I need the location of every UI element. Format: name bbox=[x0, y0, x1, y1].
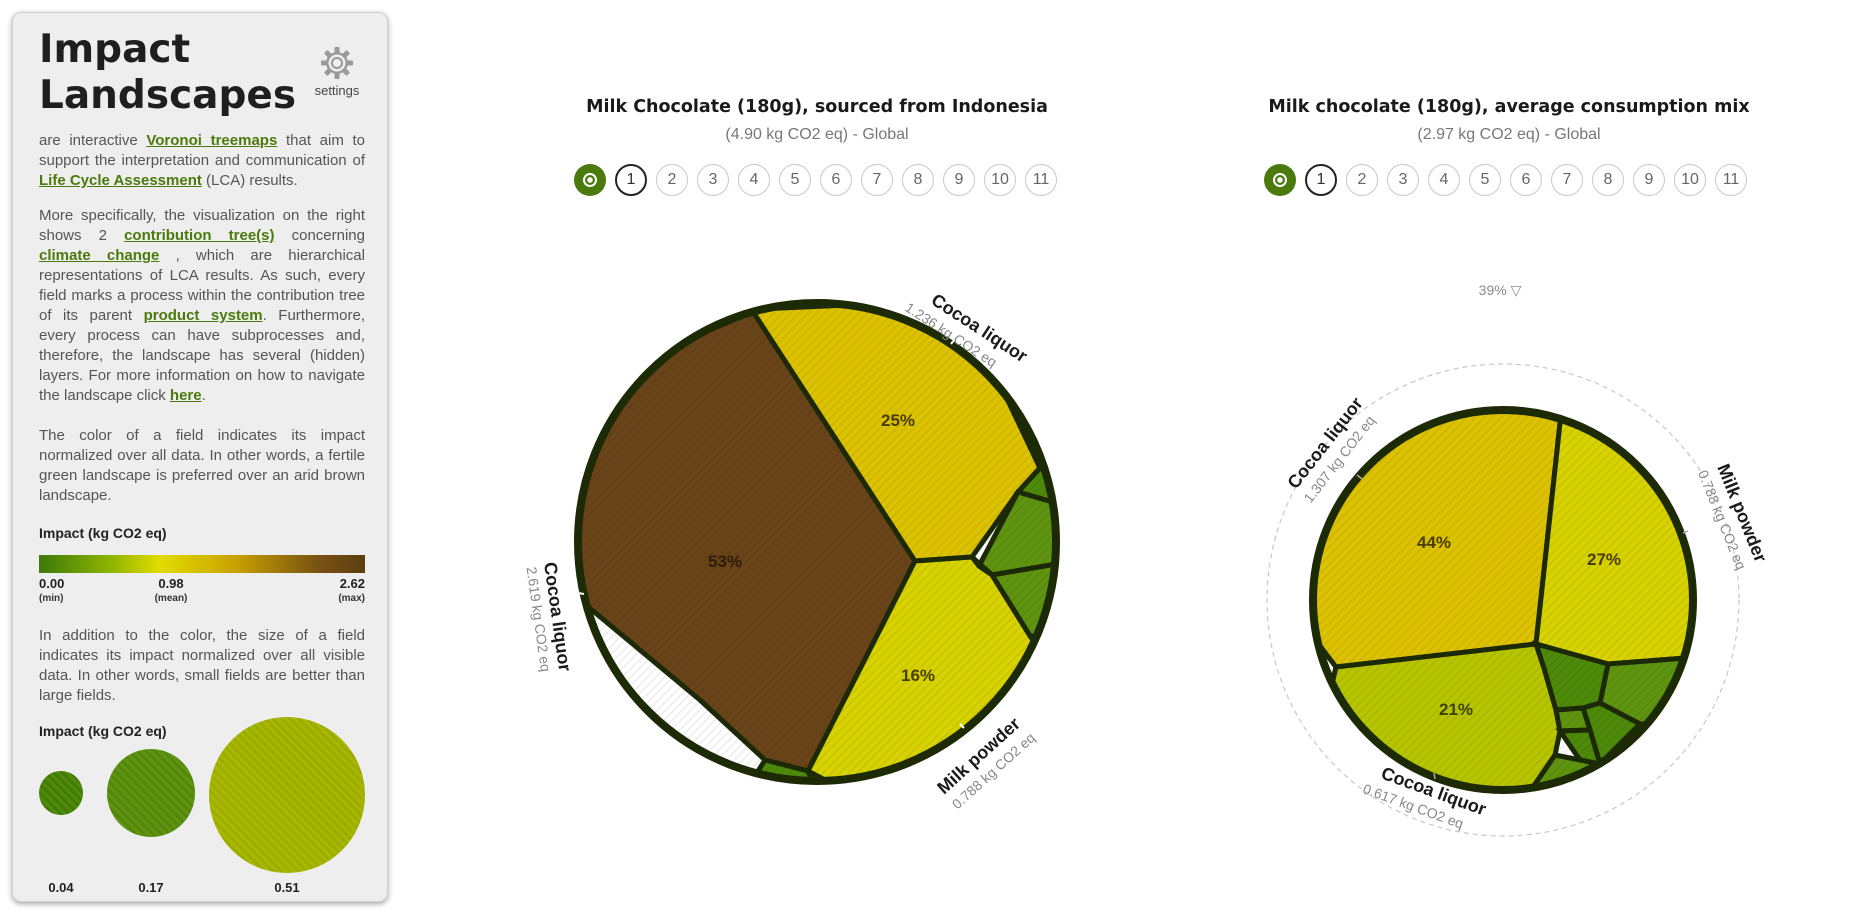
chart2-subtitle: (2.97 kg CO2 eq) - Global bbox=[1417, 126, 1601, 143]
chart2-step-11[interactable]: 11 bbox=[1715, 164, 1747, 196]
color-paragraph: The color of a field indicates its impac… bbox=[39, 427, 365, 504]
color-scale-bar bbox=[39, 555, 365, 573]
climate-change-link[interactable]: climate change bbox=[39, 247, 160, 264]
chart1-step-6[interactable]: 6 bbox=[820, 164, 852, 196]
size-legend-circle-medium bbox=[107, 749, 195, 837]
size-paragraph: In addition to the color, the size of a … bbox=[39, 627, 365, 704]
chart2-step-5[interactable]: 5 bbox=[1469, 164, 1501, 196]
chart1-tick-cocoa-mid bbox=[950, 338, 956, 345]
settings-label: settings bbox=[314, 83, 360, 98]
color-legend-min: 0.00 (min) bbox=[39, 576, 64, 606]
chart1-step-2[interactable]: 2 bbox=[656, 164, 688, 196]
max-label: (max) bbox=[338, 593, 365, 604]
contribution-tree-link[interactable]: contribution tree(s) bbox=[124, 227, 275, 244]
size-legend-circle-large bbox=[209, 717, 365, 873]
chart1-title: Milk Chocolate (180g), sourced from Indo… bbox=[586, 97, 1048, 117]
details-text-1: More specifically, the visualization on … bbox=[39, 207, 365, 244]
mean-label: (mean) bbox=[154, 593, 188, 604]
chart2-step-6[interactable]: 6 bbox=[1510, 164, 1542, 196]
chart1-step-8[interactable]: 8 bbox=[902, 164, 934, 196]
chart1-treemap bbox=[578, 303, 1056, 781]
chart1-percent-cocoa-large: 53% bbox=[708, 552, 742, 571]
chart1-subtitle: (4.90 kg CO2 eq) - Global bbox=[725, 126, 909, 143]
intro-paragraph: are interactive Voronoi treemaps that ai… bbox=[39, 131, 365, 191]
chart2-percent-cocoa-large: 44% bbox=[1417, 533, 1451, 552]
chart1-step-5[interactable]: 5 bbox=[779, 164, 811, 196]
max-value: 2.62 bbox=[339, 576, 365, 591]
details-paragraph: More specifically, the visualization on … bbox=[39, 206, 365, 406]
chart2-step-2[interactable]: 2 bbox=[1346, 164, 1378, 196]
size-legend-circle-small bbox=[39, 771, 83, 815]
chart2-outer-label-milk: Milk powder 0.788 kg CO2 eq bbox=[1695, 461, 1771, 572]
details-text-3: , which are hierarchical representations… bbox=[39, 247, 365, 324]
size-legend-header: Impact (kg CO2 eq) bbox=[39, 723, 167, 739]
chart2-step-8[interactable]: 8 bbox=[1592, 164, 1624, 196]
chart2-tick-cocoa-small bbox=[1433, 772, 1436, 780]
intro-text-2: that aim to support the interpretation a… bbox=[39, 132, 365, 169]
chart2-tick-cocoa-large bbox=[1356, 474, 1363, 480]
chart2-level-stepper: 1 2 3 4 5 6 7 8 9 10 11 bbox=[1264, 164, 1747, 200]
chart2-step-9[interactable]: 9 bbox=[1633, 164, 1665, 196]
chart2-scale-label[interactable]: 39% ▽ bbox=[1479, 282, 1522, 298]
chart1-percent-cocoa-mid: 25% bbox=[881, 411, 915, 430]
chart1-hatch-overlay bbox=[578, 303, 1056, 781]
chart1-step-9[interactable]: 9 bbox=[943, 164, 975, 196]
gear-icon bbox=[321, 47, 353, 79]
size-legend-value-medium: 0.17 bbox=[138, 880, 164, 895]
chart2-hatch-overlay bbox=[1313, 410, 1693, 790]
chart2-percent-milk: 27% bbox=[1587, 550, 1621, 569]
chart2-step-3[interactable]: 3 bbox=[1387, 164, 1419, 196]
chart2-step-7[interactable]: 7 bbox=[1551, 164, 1583, 196]
chart2-outline bbox=[1309, 406, 1697, 794]
chart1-percent-milk: 16% bbox=[901, 666, 935, 685]
details-text-5: . bbox=[201, 387, 206, 404]
size-legend-value-small: 0.04 bbox=[48, 880, 74, 895]
color-legend-mean: 0.98 (mean) bbox=[141, 576, 201, 606]
settings-button[interactable]: settings bbox=[305, 45, 369, 111]
chart2-step-10[interactable]: 10 bbox=[1674, 164, 1706, 196]
help-here-link[interactable]: here bbox=[169, 387, 202, 404]
intro-text-3: (LCA) results. bbox=[201, 172, 298, 189]
chart2-scale-ring bbox=[1266, 363, 1740, 837]
chart1-step-10[interactable]: 10 bbox=[984, 164, 1016, 196]
chart1-step-11[interactable]: 11 bbox=[1025, 164, 1057, 196]
chart1-root-button[interactable] bbox=[574, 164, 606, 196]
min-value: 0.00 bbox=[39, 576, 65, 591]
product-system-link[interactable]: product system bbox=[143, 307, 263, 324]
color-legend-max: 2.62 (max) bbox=[325, 576, 365, 606]
chart2-root-button[interactable] bbox=[1264, 164, 1296, 196]
chart2-treemap[interactable] bbox=[1300, 400, 1720, 820]
lca-link[interactable]: Life Cycle Assessment bbox=[39, 172, 202, 189]
chart1-step-1[interactable]: 1 bbox=[615, 164, 647, 196]
chart2-step-1[interactable]: 1 bbox=[1305, 164, 1337, 196]
mean-value: 0.98 bbox=[158, 576, 184, 591]
chart1-outline bbox=[574, 299, 1060, 785]
chart1-step-4[interactable]: 4 bbox=[738, 164, 770, 196]
size-legend-value-large: 0.51 bbox=[274, 880, 300, 895]
info-panel: Impact Landscapes settings are interacti… bbox=[12, 12, 388, 902]
voronoi-treemaps-link[interactable]: Voronoi treemaps bbox=[146, 132, 278, 149]
details-text-4: . Furthermore, every process can have su… bbox=[39, 307, 365, 404]
color-legend-header: Impact (kg CO2 eq) bbox=[39, 525, 167, 541]
chart1-level-stepper: 1 2 3 4 5 6 7 8 9 10 11 bbox=[574, 164, 1057, 200]
intro-text-1: are interactive bbox=[39, 132, 147, 149]
chart2-tick-milk bbox=[1682, 530, 1689, 534]
chart1-tick-milk bbox=[959, 723, 965, 729]
chart2-title: Milk chocolate (180g), average consumpti… bbox=[1268, 97, 1750, 117]
min-label: (min) bbox=[39, 593, 64, 604]
chart2-percent-cocoa-small: 21% bbox=[1439, 700, 1473, 719]
app-title-line2: Landscapes bbox=[39, 73, 297, 118]
chart2-step-4[interactable]: 4 bbox=[1428, 164, 1460, 196]
chart1-step-3[interactable]: 3 bbox=[697, 164, 729, 196]
chart1-outer-label-cocoa-large: Cocoa liquor 2.619 kg CO2 eq bbox=[523, 561, 575, 673]
chart1-tick-cocoa-large bbox=[577, 592, 585, 595]
chart1-step-7[interactable]: 7 bbox=[861, 164, 893, 196]
details-text-2: concerning bbox=[274, 227, 365, 244]
app-title: Impact Landscapes bbox=[39, 27, 296, 119]
app-title-line1: Impact bbox=[39, 27, 191, 72]
